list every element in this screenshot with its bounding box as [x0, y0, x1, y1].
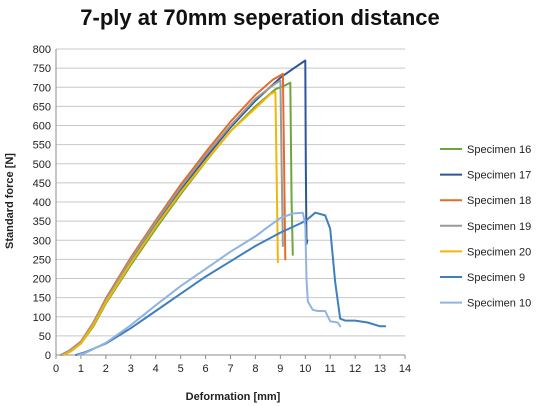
y-tick-label: 0 — [45, 350, 51, 362]
legend-item: Specimen 19 — [440, 221, 531, 233]
legend-label: Specimen 20 — [467, 246, 531, 258]
legend-label: Specimen 18 — [467, 195, 531, 207]
legend-item: Specimen 17 — [440, 170, 531, 182]
axes: 0501001502002503003504004505005506006507… — [33, 44, 411, 375]
series-lines — [60, 59, 387, 356]
y-tick-label: 200 — [33, 274, 51, 286]
y-axis-title: Standard force [N] — [4, 153, 16, 249]
legend-label: Specimen 17 — [467, 170, 531, 182]
y-tick-label: 100 — [33, 312, 51, 324]
y-tick-label: 650 — [33, 101, 51, 113]
series-line-specimen-19 — [60, 79, 284, 356]
legend-item: Specimen 20 — [440, 246, 531, 258]
series-line-specimen-20 — [62, 90, 279, 356]
x-tick-label: 6 — [203, 363, 209, 375]
y-tick-label: 500 — [33, 159, 51, 171]
x-tick-label: 11 — [325, 363, 336, 375]
x-tick-label: 14 — [399, 363, 411, 375]
x-tick-label: 4 — [153, 363, 159, 375]
legend-label: Specimen 19 — [467, 221, 531, 233]
x-axis-title: Deformation [mm] — [186, 391, 281, 403]
legend-item: Specimen 18 — [440, 195, 531, 207]
y-tick-label: 250 — [33, 254, 51, 266]
legend-item: Specimen 10 — [440, 298, 531, 310]
x-tick-label: 12 — [349, 363, 361, 375]
y-tick-label: 350 — [33, 216, 51, 228]
gridlines — [56, 48, 405, 356]
x-tick-label: 0 — [53, 363, 59, 375]
chart-title: 7-ply at 70mm seperation distance — [80, 5, 439, 30]
y-tick-label: 50 — [39, 331, 51, 343]
y-tick-label: 750 — [33, 63, 51, 75]
series-line-specimen-9 — [74, 211, 387, 356]
y-tick-label: 550 — [33, 140, 51, 152]
series-line-specimen-10 — [77, 211, 342, 356]
legend-item: Specimen 9 — [440, 272, 525, 284]
x-tick-label: 3 — [128, 363, 134, 375]
series-line-specimen-18 — [60, 72, 287, 356]
legend-label: Specimen 16 — [467, 144, 531, 156]
legend: Specimen 16 Specimen 17 Specimen 18 Specime… — [440, 144, 531, 310]
x-tick-label: 2 — [103, 363, 109, 375]
x-tick-label: 13 — [374, 363, 386, 375]
y-tick-label: 150 — [33, 293, 51, 305]
x-tick-label: 9 — [277, 363, 283, 375]
x-tick-label: 7 — [227, 363, 233, 375]
y-tick-label: 600 — [33, 121, 51, 133]
y-tick-label: 400 — [33, 197, 51, 209]
legend-label: Specimen 9 — [467, 272, 525, 284]
x-tick-label: 5 — [178, 363, 184, 375]
x-tick-label: 1 — [78, 363, 84, 375]
y-tick-label: 300 — [33, 235, 51, 247]
x-tick-label: 10 — [299, 363, 311, 375]
x-tick-label: 8 — [252, 363, 258, 375]
y-tick-label: 800 — [33, 44, 51, 56]
series-line-specimen-17 — [60, 59, 309, 356]
legend-label: Specimen 10 — [467, 298, 531, 310]
y-tick-label: 700 — [33, 82, 51, 94]
y-tick-label: 450 — [33, 178, 51, 190]
legend-item: Specimen 16 — [440, 144, 531, 156]
